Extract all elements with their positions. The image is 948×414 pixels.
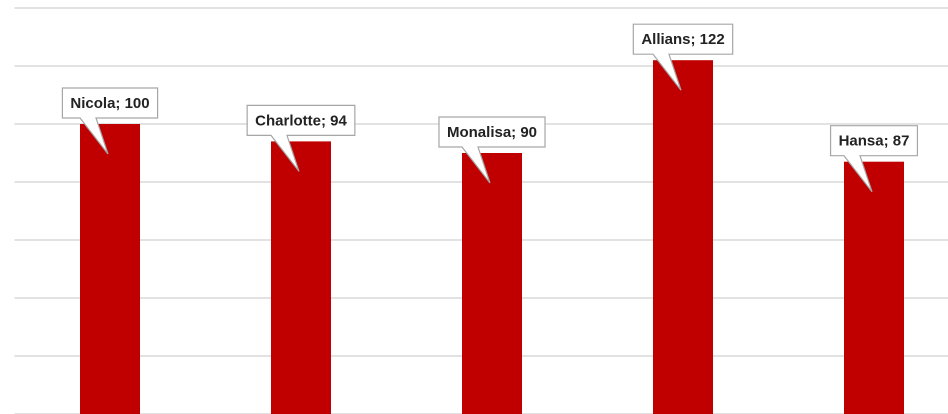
callout-box bbox=[829, 125, 919, 193]
callout-box bbox=[61, 87, 159, 155]
bar bbox=[462, 153, 522, 414]
data-callout: Hansa; 87 bbox=[829, 125, 919, 193]
data-callout: Allians; 122 bbox=[632, 23, 734, 91]
callout-box bbox=[246, 104, 356, 172]
callout-box bbox=[632, 23, 734, 91]
bar bbox=[80, 124, 140, 414]
data-label: Charlotte; 94 bbox=[255, 112, 347, 129]
data-label: Allians; 122 bbox=[641, 31, 724, 48]
bar bbox=[653, 60, 713, 414]
data-label: Hansa; 87 bbox=[839, 133, 910, 150]
data-label: Monalisa; 90 bbox=[447, 124, 537, 141]
bar bbox=[271, 141, 331, 414]
data-callout: Monalisa; 90 bbox=[438, 116, 546, 184]
data-label: Nicola; 100 bbox=[70, 95, 149, 112]
data-callout: Charlotte; 94 bbox=[246, 104, 356, 172]
bar bbox=[844, 161, 904, 414]
callout-box bbox=[438, 116, 546, 184]
data-callout: Nicola; 100 bbox=[61, 87, 159, 155]
